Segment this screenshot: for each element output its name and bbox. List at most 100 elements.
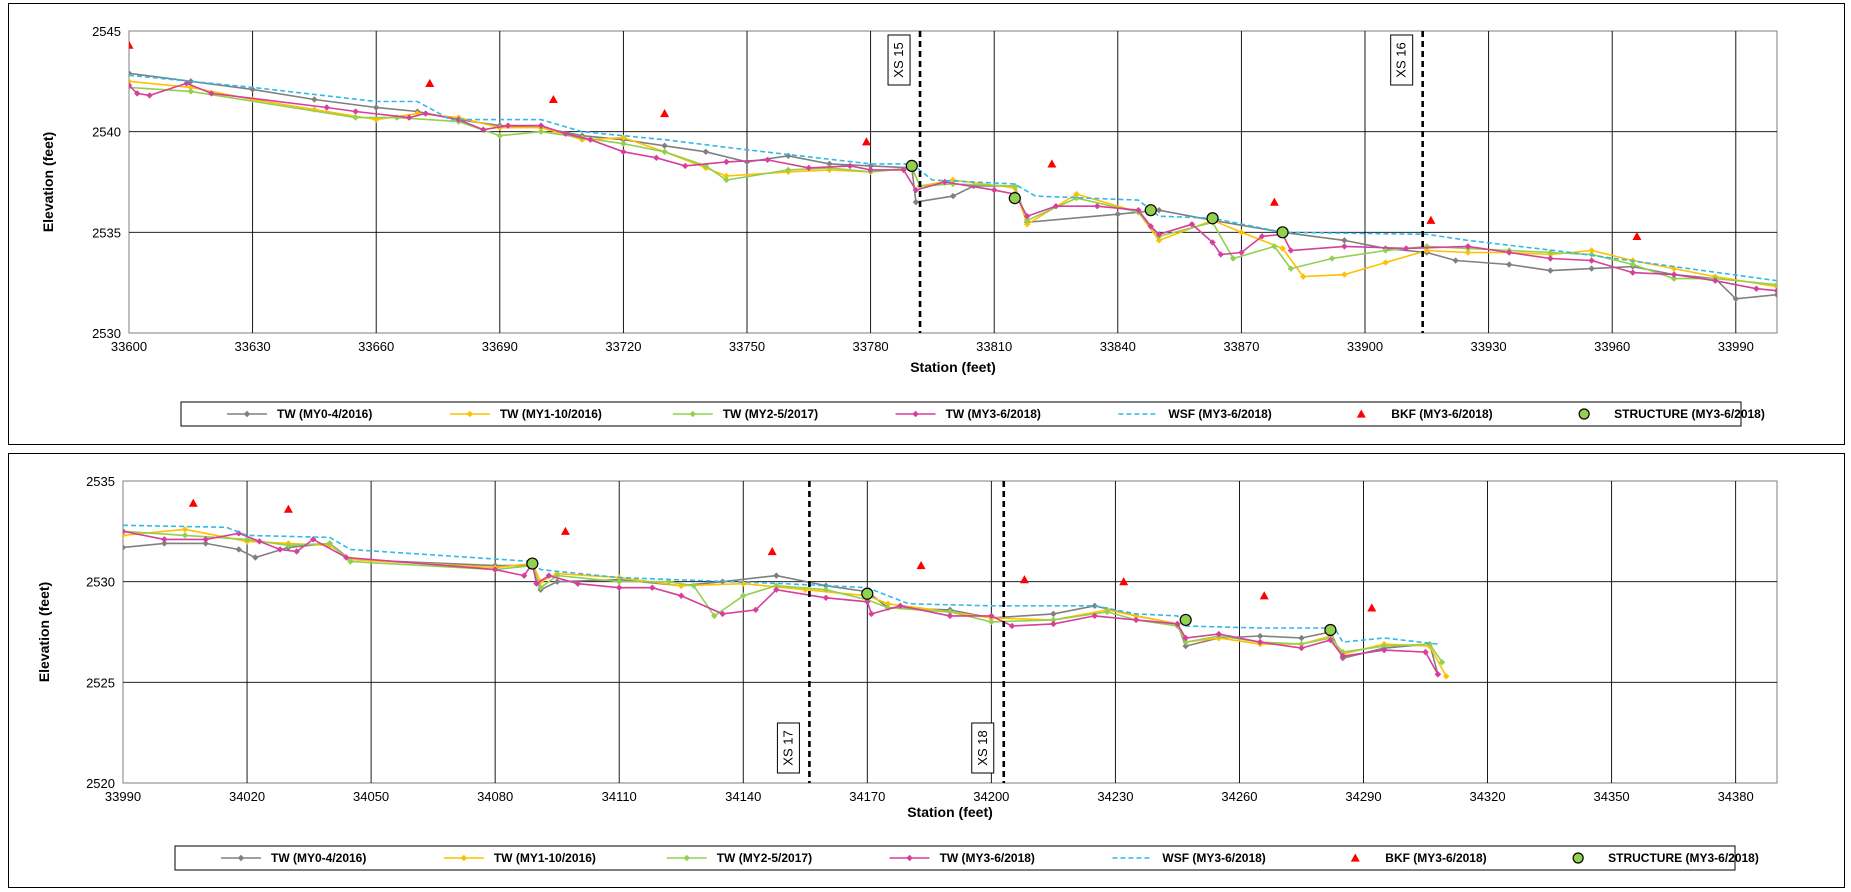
legend-item-tw-my1-10-2016: TW (MY1-10/2016) xyxy=(443,851,596,865)
data-point xyxy=(805,164,812,172)
x-tick-label: 34230 xyxy=(1097,789,1133,804)
data-point xyxy=(1773,291,1777,298)
data-point xyxy=(587,136,594,143)
legend-swatch-marker xyxy=(466,410,474,418)
data-point xyxy=(562,130,569,137)
data-point xyxy=(864,598,871,605)
legend-item-tw-my0-4-2016: TW (MY0-4/2016) xyxy=(221,851,366,865)
legend-swatch-marker xyxy=(1578,408,1590,420)
legend-label: TW (MY3-6/2018) xyxy=(946,407,1041,421)
data-point xyxy=(553,572,561,579)
data-point xyxy=(1259,591,1269,600)
data-point xyxy=(146,92,153,99)
y-axis-title: Elevation (feet) xyxy=(40,132,56,232)
data-point xyxy=(1287,247,1295,254)
y-tick-label: 2535 xyxy=(86,474,115,489)
data-point xyxy=(548,94,558,104)
data-point xyxy=(537,128,545,135)
x-tick-label: 34380 xyxy=(1718,789,1754,804)
legend-label: TW (MY0-4/2016) xyxy=(277,407,372,421)
data-point xyxy=(861,137,871,146)
data-point xyxy=(1403,245,1410,252)
data-point xyxy=(949,192,957,200)
xs-label-box xyxy=(887,34,911,86)
legend-box xyxy=(180,401,1742,427)
data-point xyxy=(1328,255,1336,262)
y-tick-label: 2545 xyxy=(92,24,121,39)
legend-label: TW (MY1-10/2016) xyxy=(494,851,596,865)
legend-swatch-marker xyxy=(1572,852,1584,864)
x-tick-label: 33990 xyxy=(105,789,141,804)
data-point xyxy=(682,162,689,170)
data-point xyxy=(1135,206,1142,214)
x-tick-label: 33960 xyxy=(1594,339,1630,354)
legend-item-structure-my3-6-2018: STRUCTURE (MY3-6/2018) xyxy=(1572,851,1759,865)
legend-label: TW (MY2-5/2017) xyxy=(723,407,818,421)
data-point xyxy=(1382,259,1389,266)
data-point xyxy=(496,132,503,139)
data-point xyxy=(352,108,359,115)
series-line xyxy=(129,82,1777,292)
x-tick-label: 34350 xyxy=(1594,789,1630,804)
legend-label: WSF (MY3-6/2018) xyxy=(1168,407,1271,421)
legend-item-tw-my3-6-2018: TW (MY3-6/2018) xyxy=(889,851,1035,865)
x-axis-title: Station (feet) xyxy=(907,804,993,820)
data-point xyxy=(1119,577,1129,586)
legend-item-structure-my3-6-2018: STRUCTURE (MY3-6/2018) xyxy=(1578,407,1765,421)
data-point xyxy=(785,152,792,160)
x-tick-label: 34170 xyxy=(849,789,885,804)
data-point xyxy=(1279,245,1286,252)
data-point xyxy=(526,557,539,570)
data-point xyxy=(620,148,627,155)
data-point xyxy=(405,114,413,121)
data-point xyxy=(1341,237,1348,244)
series-bkf-my3-6-2018 xyxy=(188,498,1377,612)
data-point xyxy=(1155,237,1163,244)
data-point xyxy=(1023,217,1031,224)
data-point xyxy=(1182,638,1189,646)
series-line xyxy=(123,530,1443,663)
data-point xyxy=(123,544,127,551)
data-point xyxy=(1341,271,1348,278)
data-point xyxy=(767,546,777,556)
legend: TW (MY0-4/2016) TW (MY1-10/2016) TW (MY2-5… xyxy=(180,401,1765,427)
data-point xyxy=(1050,620,1057,628)
data-point xyxy=(897,602,904,610)
data-point xyxy=(425,78,435,87)
data-point xyxy=(1588,247,1595,254)
data-point xyxy=(293,548,300,555)
data-point xyxy=(1094,202,1101,210)
data-point xyxy=(773,586,780,593)
data-point xyxy=(1443,673,1450,680)
data-point xyxy=(764,156,771,164)
data-point xyxy=(491,566,499,573)
data-point xyxy=(1271,243,1278,250)
data-point xyxy=(620,140,627,147)
legend-swatch-marker xyxy=(460,854,468,862)
data-point xyxy=(1256,638,1264,646)
data-point xyxy=(1276,226,1289,239)
legend-label: TW (MY0-4/2016) xyxy=(271,851,366,865)
data-point xyxy=(867,166,874,174)
data-point xyxy=(752,606,759,614)
data-point xyxy=(702,162,709,170)
x-tick-label: 34080 xyxy=(477,789,513,804)
legend-label: TW (MY2-5/2017) xyxy=(717,851,812,865)
legend-swatch-marker xyxy=(1356,409,1366,418)
series-line xyxy=(129,86,1777,286)
y-tick-label: 2530 xyxy=(86,575,115,590)
data-point xyxy=(1382,247,1389,254)
legend-label: BKF (MY3-6/2018) xyxy=(1391,407,1492,421)
data-point xyxy=(1506,249,1513,256)
data-point xyxy=(690,582,697,589)
xs-label-text: XS 17 xyxy=(780,730,795,765)
data-point xyxy=(1629,269,1636,276)
data-point xyxy=(187,88,194,95)
legend-box xyxy=(174,845,1736,871)
data-point xyxy=(1426,215,1436,224)
y-tick-label: 2540 xyxy=(92,125,121,140)
series-line xyxy=(129,80,1777,288)
data-point xyxy=(1300,273,1307,280)
legend: TW (MY0-4/2016) TW (MY1-10/2016) TW (MY2-5… xyxy=(174,845,1759,871)
data-point xyxy=(1547,267,1554,274)
